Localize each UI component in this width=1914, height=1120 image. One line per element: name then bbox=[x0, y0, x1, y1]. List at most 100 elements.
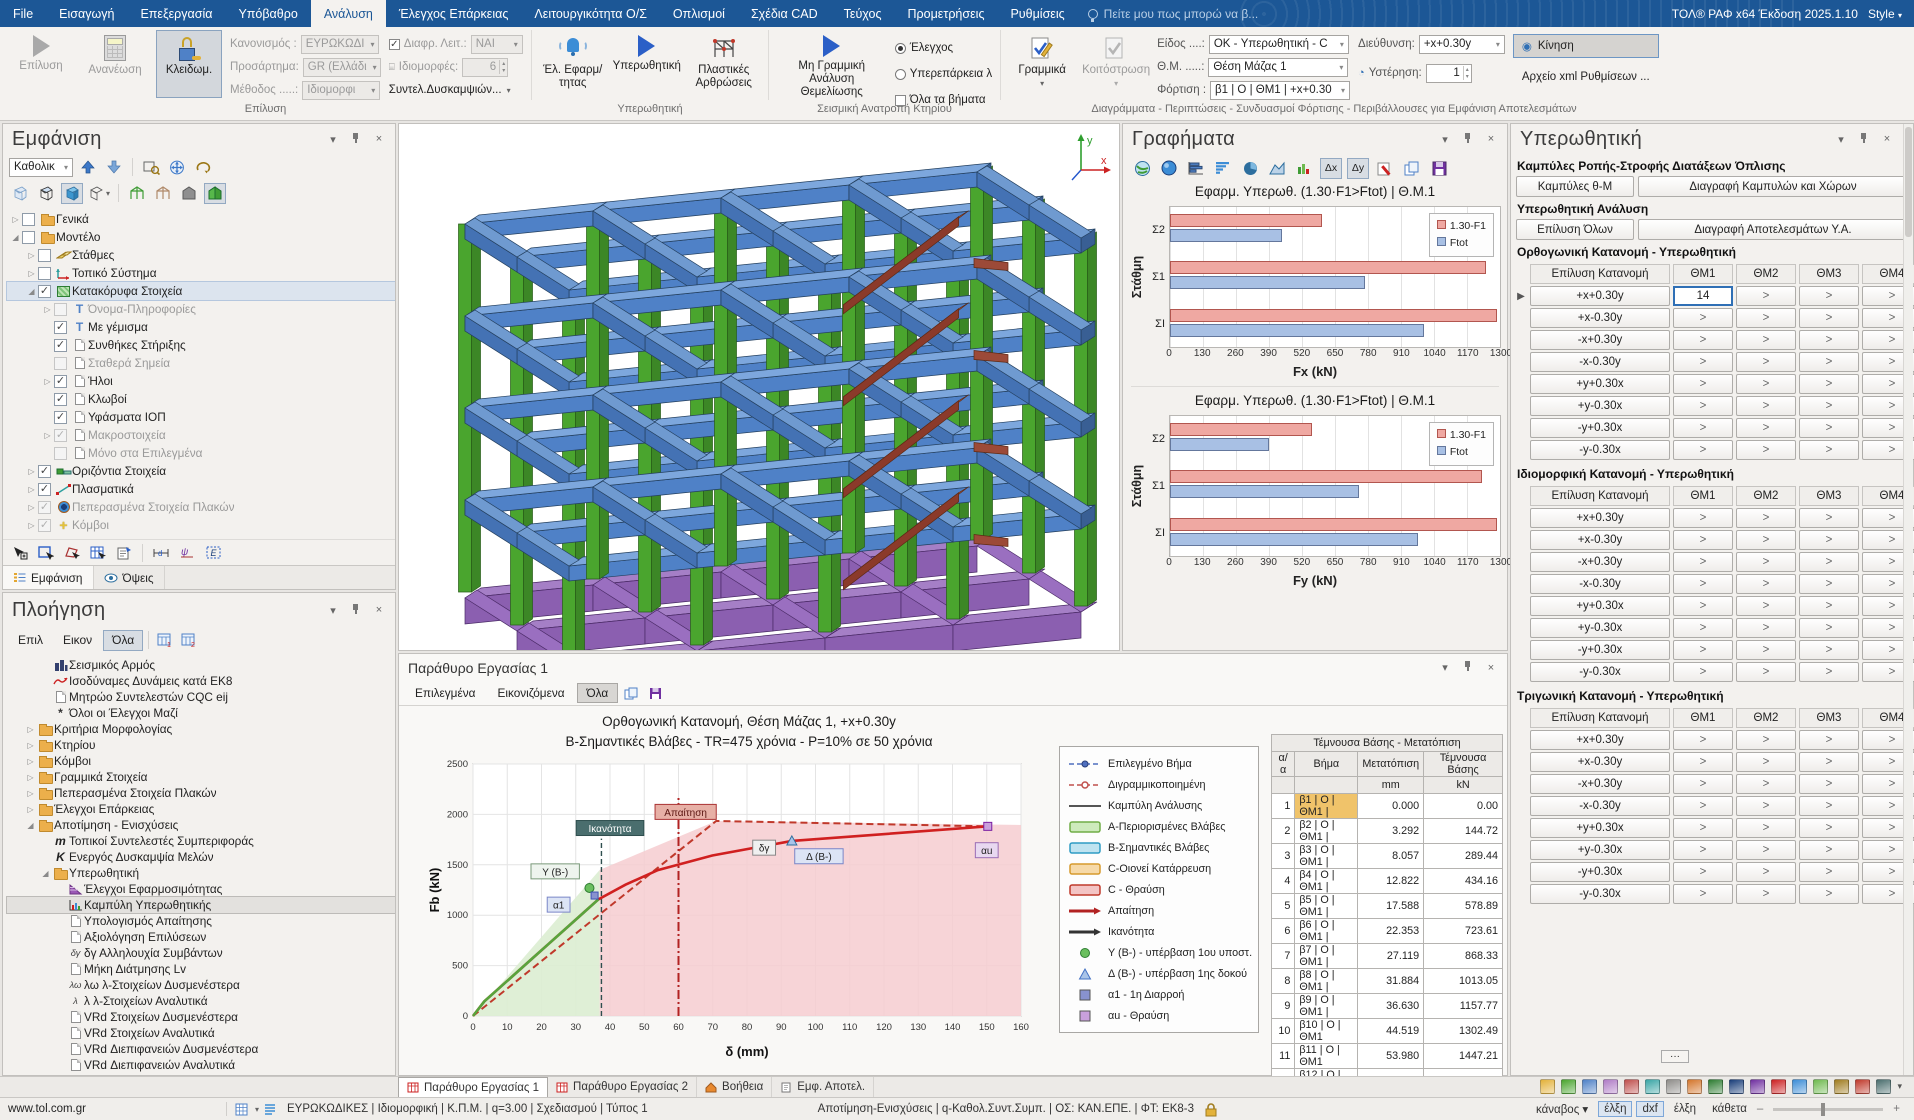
display-tree-item-10[interactable]: ✓Κλωβοί bbox=[7, 390, 395, 408]
bottom-toolbar-icon-0[interactable] bbox=[1540, 1079, 1555, 1094]
grid-0-cell-5-2[interactable]: > bbox=[1799, 396, 1859, 416]
display-tree-item-3[interactable]: ▷Τοπικό Σύστημα bbox=[7, 264, 395, 282]
nav-tree-item-10[interactable]: ◢Αποτίμηση - Ενισχύσεις bbox=[7, 817, 395, 833]
direction-combo[interactable]: +x+0.30y▾ bbox=[1419, 35, 1505, 54]
nav-tree-item-18[interactable]: δγδγ Αλληλουχία Συμβάντων bbox=[7, 945, 395, 961]
grid-2-cell-4-2[interactable]: > bbox=[1799, 818, 1859, 838]
grid-0-cell-0-1[interactable]: > bbox=[1736, 286, 1796, 306]
nav-tree-item-14[interactable]: Έλεγχοι Εφαρμοσιμότητας bbox=[7, 881, 395, 897]
properties-sheet-icon[interactable] bbox=[113, 542, 135, 563]
model-viewport[interactable]: y x bbox=[398, 123, 1120, 651]
bottom-toolbar-icon-4[interactable] bbox=[1624, 1079, 1639, 1094]
nav-tab-1[interactable]: Εικον bbox=[54, 630, 101, 651]
plastic-hinges-button[interactable]: Πλαστικές Αρθρώσεις bbox=[688, 30, 760, 98]
grid-0-col-2[interactable]: ΘΜ2 bbox=[1736, 264, 1796, 284]
copy-chart-icon[interactable] bbox=[1401, 158, 1423, 179]
grid-1-cell-4-1[interactable]: > bbox=[1736, 596, 1796, 616]
grid-0-col-3[interactable]: ΘΜ3 bbox=[1799, 264, 1859, 284]
right-panel-scrollbar[interactable] bbox=[1903, 124, 1913, 1075]
overstrength-radio[interactable] bbox=[895, 69, 906, 80]
list-icon[interactable] bbox=[263, 1103, 277, 1115]
grid-2-cell-4-0[interactable]: > bbox=[1673, 818, 1733, 838]
panel-menu-icon[interactable]: ▾ bbox=[326, 604, 340, 617]
nav-tab-2[interactable]: Όλα bbox=[103, 630, 143, 651]
nav-tree-item-24[interactable]: VRd Διεπιφανειών Δυσμενέστερα bbox=[7, 1041, 395, 1057]
grid-2-row-7-label[interactable]: -y-0.30x bbox=[1530, 884, 1670, 904]
grid-0-cell-5-0[interactable]: > bbox=[1673, 396, 1733, 416]
menu-tab-4[interactable]: Ανάλυση bbox=[311, 0, 386, 27]
display-tree-item-8[interactable]: Σταθερά Σημεία bbox=[7, 354, 395, 372]
grid-2-cell-2-1[interactable]: > bbox=[1736, 774, 1796, 794]
bottom-toolbar-icon-16[interactable] bbox=[1876, 1079, 1891, 1094]
grid-1-cell-2-0[interactable]: > bbox=[1673, 552, 1733, 572]
section-0-button-1[interactable]: Διαγραφή Καμπυλών και Χώρων bbox=[1638, 176, 1908, 197]
table-row[interactable]: 1β1 | Ο | ΘΜ1 |0.0000.00 bbox=[1272, 794, 1503, 819]
grid-0-cell-1-1[interactable]: > bbox=[1736, 308, 1796, 328]
frame-green-icon[interactable] bbox=[126, 183, 148, 204]
grid-0-row-3-label[interactable]: -x-0.30y bbox=[1530, 352, 1670, 372]
grid-1-row-2-label[interactable]: -x+0.30y bbox=[1530, 552, 1670, 572]
grid-1-cell-7-1[interactable]: > bbox=[1736, 662, 1796, 682]
bottom-toolbar-icon-1[interactable] bbox=[1561, 1079, 1576, 1094]
tree-checkbox[interactable] bbox=[38, 267, 51, 280]
pin-icon[interactable] bbox=[1461, 661, 1475, 674]
work-tab-1[interactable]: Εικονιζόμενα bbox=[487, 683, 574, 703]
globe-icon[interactable] bbox=[1131, 158, 1153, 179]
table-row[interactable]: 2β2 | Ο | ΘΜ1 |3.292144.72 bbox=[1272, 819, 1503, 844]
grid-2-cell-1-0[interactable]: > bbox=[1673, 752, 1733, 772]
linear-diagrams-button[interactable]: Γραμμικά▾ bbox=[1009, 30, 1075, 98]
overflow-button[interactable]: ··· bbox=[1661, 1050, 1689, 1063]
snap-toggle-2[interactable]: dxf bbox=[1636, 1101, 1663, 1117]
menu-tab-10[interactable]: Προμετρήσεις bbox=[895, 0, 998, 27]
rotate-view-icon[interactable] bbox=[192, 157, 214, 178]
grid-0-cell-6-1[interactable]: > bbox=[1736, 418, 1796, 438]
grid-2-row-0-label[interactable]: +x+0.30y bbox=[1530, 730, 1670, 750]
wireframe-cube-icon[interactable] bbox=[9, 183, 31, 204]
area-chart-icon[interactable] bbox=[1266, 158, 1288, 179]
nav-tree-item-21[interactable]: λλ λ-Στοιχείων Αναλυτικά bbox=[7, 993, 395, 1009]
grid-1-cell-7-0[interactable]: > bbox=[1673, 662, 1733, 682]
grid-0-cell-4-2[interactable]: > bbox=[1799, 374, 1859, 394]
close-icon[interactable]: × bbox=[1484, 662, 1498, 674]
grid-0-cell-0-2[interactable]: > bbox=[1799, 286, 1859, 306]
table-select-icon[interactable] bbox=[235, 1103, 251, 1116]
nav-tree-item-11[interactable]: mΤοπικοί Συντελεστές Συμπεριφοράς bbox=[7, 833, 395, 849]
grid-2-cell-5-2[interactable]: > bbox=[1799, 840, 1859, 860]
select-add-icon[interactable] bbox=[9, 542, 31, 563]
diagram-combo-1[interactable]: Θέση Μάζας 1▾ bbox=[1208, 58, 1348, 77]
bottom-toolbar-icon-8[interactable] bbox=[1708, 1079, 1723, 1094]
grid-2-cell-2-2[interactable]: > bbox=[1799, 774, 1859, 794]
tree-checkbox[interactable] bbox=[54, 447, 67, 460]
menu-tab-1[interactable]: Εισαγωγή bbox=[46, 0, 127, 27]
grid-1-cell-0-0[interactable]: > bbox=[1673, 508, 1733, 528]
zoom-extents-icon[interactable] bbox=[166, 157, 188, 178]
stiffness-coefficients-dropdown[interactable]: Συντελ.Δυσκαμψιών...▾ bbox=[389, 80, 523, 100]
table-row[interactable]: 6β6 | Ο | ΘΜ1 |22.353723.61 bbox=[1272, 919, 1503, 944]
table-row[interactable]: 7β7 | Ο | ΘΜ1 |27.119868.33 bbox=[1272, 944, 1503, 969]
section-0-button-0[interactable]: Καμπύλες θ-Μ bbox=[1516, 176, 1634, 197]
close-icon[interactable]: × bbox=[1484, 133, 1498, 145]
menu-tab-3[interactable]: Υπόβαθρο bbox=[225, 0, 310, 27]
select-polygon-icon[interactable] bbox=[61, 542, 83, 563]
table-row[interactable]: 10β10 | Ο | ΘΜ144.5191302.49 bbox=[1272, 1019, 1503, 1044]
grid-0-cell-3-0[interactable]: > bbox=[1673, 352, 1733, 372]
grid-0-row-2-label[interactable]: -x+0.30y bbox=[1530, 330, 1670, 350]
tree-checkbox[interactable]: ✓ bbox=[38, 519, 51, 532]
close-icon[interactable]: × bbox=[372, 604, 386, 616]
save-chart-icon[interactable] bbox=[1428, 158, 1450, 179]
grid-1-cell-3-2[interactable]: > bbox=[1799, 574, 1859, 594]
close-icon[interactable]: × bbox=[1880, 133, 1894, 145]
grid-2-cell-0-1[interactable]: > bbox=[1736, 730, 1796, 750]
grid-0-cell-7-0[interactable]: > bbox=[1673, 440, 1733, 460]
xml-settings-button[interactable]: Αρχείο xml Ρυθμίσεων ... bbox=[1513, 65, 1659, 89]
grid-1-cell-1-2[interactable]: > bbox=[1799, 530, 1859, 550]
grid-2-cell-1-2[interactable]: > bbox=[1799, 752, 1859, 772]
grid-2-row-4-label[interactable]: +y+0.30x bbox=[1530, 818, 1670, 838]
grid-2-cell-3-1[interactable]: > bbox=[1736, 796, 1796, 816]
tree-checkbox[interactable]: ✓ bbox=[54, 429, 67, 442]
tree-checkbox[interactable] bbox=[22, 231, 35, 244]
table-row[interactable]: 4β4 | Ο | ΘΜ1 |12.822434.16 bbox=[1272, 869, 1503, 894]
nav-tree-item-15[interactable]: Καμπύλη Υπερωθητικής bbox=[7, 897, 395, 913]
grid-1-cell-1-0[interactable]: > bbox=[1673, 530, 1733, 550]
grid-2-cell-5-1[interactable]: > bbox=[1736, 840, 1796, 860]
